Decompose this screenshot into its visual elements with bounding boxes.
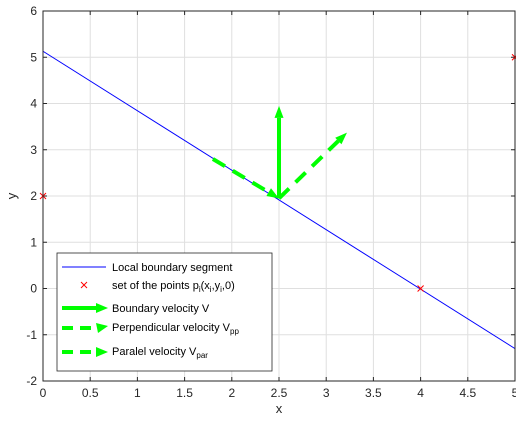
legend: Local boundary segment set of the points… — [56, 252, 273, 372]
x-tick-label: 2.5 — [271, 386, 288, 400]
legend-label-boundary: Local boundary segment — [112, 262, 232, 274]
y-tick-label: -1 — [26, 328, 37, 342]
data-point — [417, 285, 424, 292]
parallel-velocity-arrow — [277, 139, 340, 200]
axes-box — [42, 10, 516, 382]
boundary-line — [42, 50, 516, 350]
x-tick-label: 0.5 — [82, 386, 99, 400]
legend-label-points: set of the points pi(xi,yi,0) — [112, 280, 235, 294]
y-tick-label: 3 — [30, 143, 37, 157]
x-tick-label: 5 — [512, 386, 516, 400]
parallel-velocity-arrowhead — [335, 132, 347, 145]
legend-swatch-boundary-velocity — [62, 303, 108, 313]
x-tick-label: 1 — [134, 386, 141, 400]
perpendicular-velocity-arrow — [211, 157, 270, 194]
y-tick-label: 2 — [30, 189, 37, 203]
y-tick-label: 1 — [30, 235, 37, 249]
x-tick-label: 1.5 — [176, 386, 193, 400]
legend-label-perpendicular-velocity: Perpendicular velocity Vpp — [112, 322, 239, 336]
series-layer — [39, 50, 516, 350]
perpendicular-velocity-arrowhead — [266, 188, 279, 199]
legend-label-parallel-velocity: Paralel velocity Vpar — [112, 346, 208, 360]
legend-box — [56, 252, 273, 372]
x-tick-label: 4 — [417, 386, 424, 400]
y-tick-label: -2 — [26, 374, 37, 388]
y-axis-label: y — [4, 192, 19, 199]
y-tick-label: 0 — [30, 282, 37, 296]
y-tick-label: 5 — [30, 50, 37, 64]
legend-swatch-points — [80, 281, 88, 289]
tick-labels: 0 0.5 1 1.5 2 2.5 3 3.5 4 4.5 5 -2 -1 0 1 2 3 4 5 6 — [26, 4, 516, 400]
y-tick-label: 4 — [30, 97, 37, 111]
legend-label-boundary-velocity: Boundary velocity V — [112, 303, 210, 315]
boundary-velocity-arrowhead — [274, 105, 284, 118]
x-tick-label: 4.5 — [459, 386, 476, 400]
legend-swatch-parallel-velocity — [62, 347, 108, 357]
x-tick-label: 3 — [323, 386, 330, 400]
x-axis-label: x — [276, 401, 283, 416]
x-tick-label: 2 — [228, 386, 235, 400]
x-tick-label: 0 — [40, 386, 47, 400]
y-tick-label: 6 — [30, 4, 37, 18]
legend-swatch-perpendicular-velocity — [62, 323, 108, 333]
x-tick-label: 3.5 — [365, 386, 382, 400]
